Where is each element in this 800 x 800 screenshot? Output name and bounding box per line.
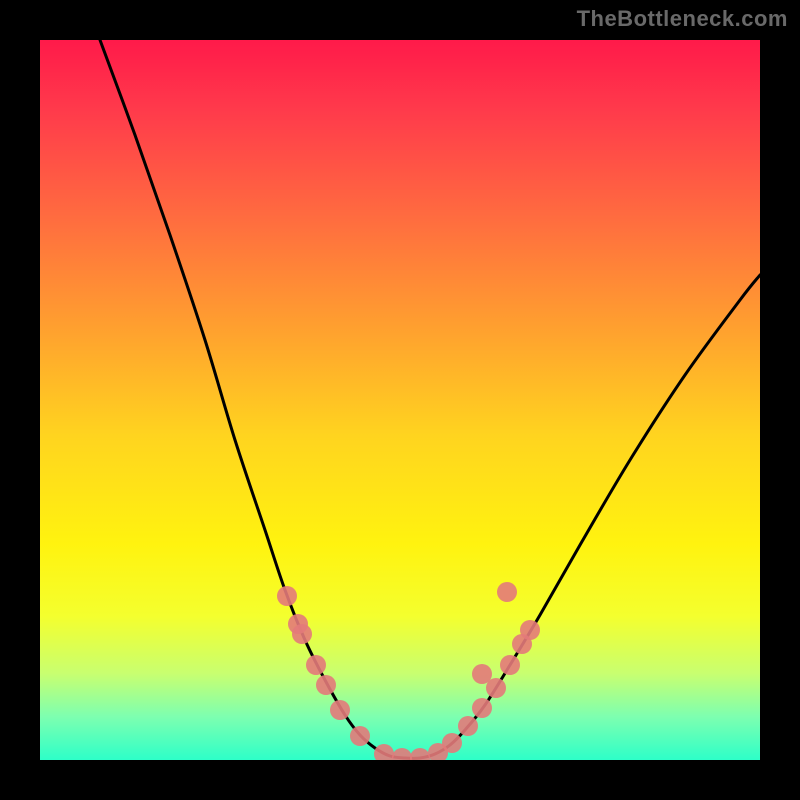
marker-dot (500, 655, 520, 675)
marker-dot (316, 675, 336, 695)
chart-frame: TheBottleneck.com (0, 0, 800, 800)
marker-dot (472, 698, 492, 718)
marker-group (277, 582, 540, 760)
marker-dot (374, 744, 394, 760)
marker-dot (520, 620, 540, 640)
marker-dot (410, 748, 430, 760)
marker-dot (350, 726, 370, 746)
plot-area (40, 40, 760, 760)
marker-dot (486, 678, 506, 698)
marker-dot (330, 700, 350, 720)
marker-dot (442, 733, 462, 753)
marker-dot (306, 655, 326, 675)
marker-dot (458, 716, 478, 736)
curve-layer (40, 40, 760, 760)
marker-dot (392, 748, 412, 760)
marker-dot (292, 624, 312, 644)
marker-dot (277, 586, 297, 606)
marker-dot (497, 582, 517, 602)
v-curve (100, 40, 760, 758)
watermark-text: TheBottleneck.com (577, 6, 788, 32)
